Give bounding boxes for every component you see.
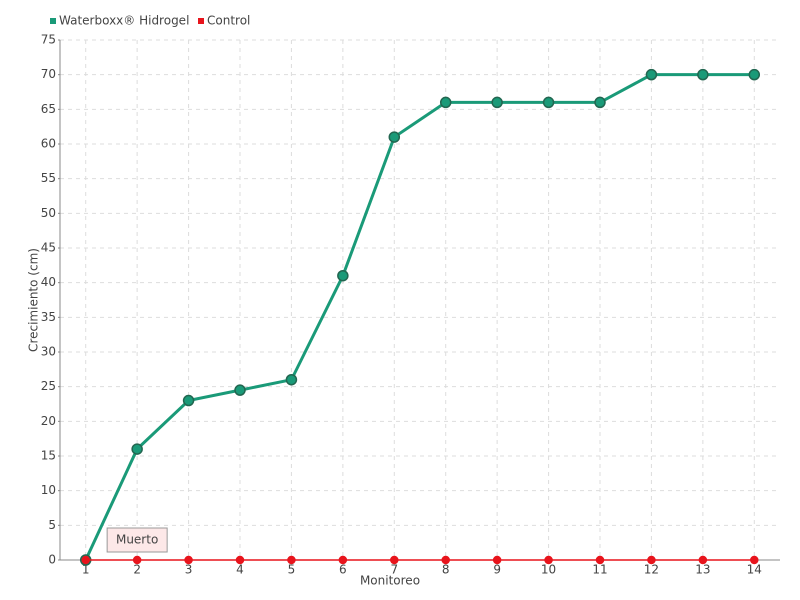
x-tick-label: 6 (339, 563, 347, 577)
point (235, 555, 245, 565)
point (81, 555, 90, 565)
point (390, 555, 399, 565)
y-tick-label: 75 (41, 33, 56, 47)
point (491, 96, 503, 109)
point (131, 443, 143, 455)
point (182, 394, 195, 407)
y-tick-label: 30 (41, 345, 56, 359)
x-tick-label: 4 (236, 563, 244, 577)
point (542, 96, 555, 109)
y-tick-label: 40 (41, 275, 56, 289)
point (544, 555, 553, 565)
x-tick-label: 1 (82, 563, 90, 577)
x-tick-label: 14 (747, 563, 762, 577)
point (697, 68, 709, 81)
point (285, 373, 298, 386)
legend-swatch (198, 18, 204, 24)
point (645, 68, 658, 81)
point (748, 68, 761, 81)
point (439, 96, 452, 109)
point (750, 555, 759, 565)
y-tick-label: 65 (41, 102, 56, 116)
y-tick-label: 25 (41, 379, 56, 393)
annotation-box (106, 527, 168, 553)
point (338, 555, 348, 565)
x-tick-label: 7 (390, 563, 398, 577)
y-tick-label: 10 (41, 483, 56, 497)
y-tick-label: 0 (48, 553, 56, 567)
point (184, 555, 193, 565)
legend-swatch (50, 18, 56, 24)
y-tick-label: 55 (41, 171, 56, 185)
point (337, 269, 349, 282)
x-tick-label: 12 (644, 563, 659, 577)
point (287, 555, 296, 565)
point (647, 555, 656, 565)
x-tick-label: 5 (288, 563, 296, 577)
legend-label: Waterboxx® Hidrogel (59, 14, 189, 28)
x-tick-label: 13 (695, 563, 710, 577)
point (234, 384, 246, 396)
point (441, 555, 450, 565)
legend-label: Control (207, 14, 250, 28)
point (388, 131, 401, 143)
x-tick-label: 3 (185, 563, 193, 577)
y-axis-label: Crecimiento (cm) (27, 248, 41, 352)
series-line (84, 73, 755, 561)
x-tick-label: 10 (541, 563, 556, 577)
point (594, 96, 606, 109)
y-tick-label: 45 (41, 241, 56, 255)
point (698, 555, 708, 565)
x-tick-label: 2 (133, 563, 141, 577)
y-tick-label: 35 (41, 310, 56, 324)
x-tick-label: 11 (592, 563, 607, 577)
y-tick-label: 70 (41, 67, 56, 81)
y-tick-label: 50 (41, 206, 56, 220)
x-axis-label: Monitoreo (360, 574, 420, 588)
point (595, 555, 605, 565)
annotation-text: Muerto (116, 533, 158, 547)
x-tick-label: 9 (493, 563, 501, 577)
x-tick-label: 8 (442, 563, 450, 577)
y-tick-label: 5 (48, 518, 56, 532)
y-tick-label: 15 (41, 449, 56, 463)
y-tick-label: 60 (41, 137, 56, 151)
point (132, 555, 142, 565)
point (492, 555, 502, 565)
y-tick-label: 20 (41, 414, 56, 428)
